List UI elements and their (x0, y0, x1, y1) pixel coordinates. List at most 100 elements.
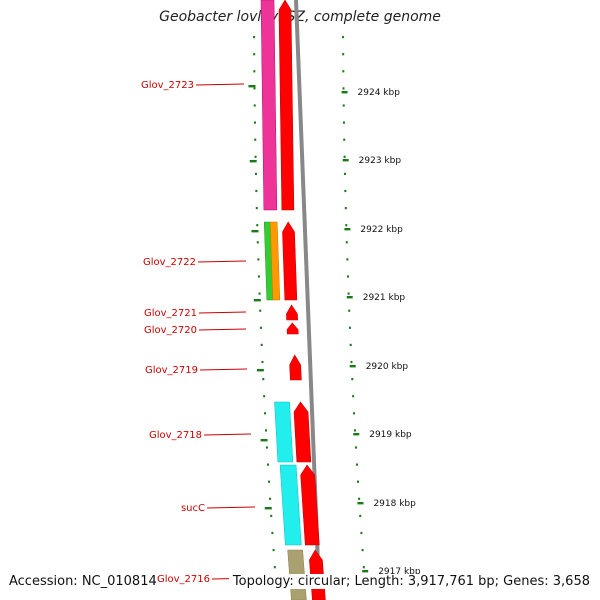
outer-minor-tick (349, 343, 352, 346)
gene-leader-line (198, 311, 247, 314)
gene-label: Glov_2721 (144, 308, 197, 319)
feature-glov-2723-magenta (260, 0, 278, 211)
gene-label: Glov_2716 (157, 574, 210, 585)
inner-minor-tick (259, 309, 262, 312)
inner-minor-tick (257, 258, 260, 261)
kbp-label: 2920 kbp (366, 362, 409, 372)
outer-minor-tick (343, 155, 346, 158)
kbp-major-tick (353, 433, 360, 436)
topology-text: Topology: circular; Length: 3,917,761 bp… (228, 574, 590, 589)
cds-arrow-glov-2718 (293, 401, 312, 463)
kbp-label: 2919 kbp (369, 430, 412, 440)
outer-minor-tick (342, 53, 345, 56)
outer-minor-tick (342, 70, 345, 73)
gene-label: Glov_2720 (144, 325, 197, 336)
inner-minor-tick (257, 275, 260, 278)
kbp-label: 2917 kbp (378, 567, 421, 577)
inner-minor-tick (253, 36, 256, 39)
inner-minor-tick (270, 514, 273, 517)
gene-label: Glov_2719 (145, 365, 198, 376)
gene-leader-line (195, 83, 245, 86)
inner-minor-tick (262, 378, 265, 381)
outer-minor-tick (343, 172, 346, 175)
kbp-label: 2918 kbp (373, 499, 416, 509)
gene-label: Glov_2718 (149, 430, 202, 441)
outer-minor-tick (348, 309, 351, 312)
inner-minor-tick (253, 104, 256, 107)
kbp-label: 2923 kbp (359, 156, 402, 166)
inner-major-tick (248, 85, 256, 88)
outer-minor-tick (358, 497, 361, 500)
inner-minor-tick (253, 121, 256, 124)
kbp-label: 2924 kbp (358, 88, 401, 98)
inner-minor-tick (268, 480, 271, 483)
accession-text: Accession: NC_010814 (9, 574, 157, 589)
outer-minor-tick (342, 104, 345, 107)
kbp-label: 2922 kbp (360, 225, 403, 235)
inner-minor-tick (254, 155, 257, 158)
outer-minor-tick (350, 360, 353, 364)
inner-major-tick (264, 507, 272, 510)
gene-leader-line (206, 506, 256, 509)
inner-minor-tick (255, 207, 258, 210)
feature-glov-2722-orange (269, 221, 281, 301)
inner-minor-tick (271, 531, 274, 535)
outer-minor-tick (344, 207, 347, 210)
inner-minor-tick (259, 326, 262, 329)
kbp-major-tick (346, 296, 353, 299)
outer-minor-tick (353, 412, 356, 415)
major-ticks (248, 85, 369, 580)
inner-minor-tick (258, 292, 261, 295)
outer-minor-tick (345, 241, 348, 244)
gene-leader-line (203, 433, 252, 436)
feature-tracks (260, 0, 326, 600)
outer-minor-tick (353, 429, 356, 432)
inner-major-tick (260, 439, 268, 442)
gene-leader-line (198, 328, 247, 331)
cds-arrow-glov-2720 (286, 322, 299, 335)
inner-minor-tick (256, 241, 259, 244)
inner-major-tick (253, 299, 261, 302)
cds-arrow-glov-2723 (278, 0, 295, 211)
inner-minor-tick (264, 412, 267, 415)
outer-minor-tick (342, 121, 345, 124)
feature-succ-cyan (279, 464, 302, 546)
outer-minor-tick (347, 292, 350, 295)
gene-label: Glov_2722 (143, 257, 196, 268)
inner-minor-tick (255, 189, 258, 193)
outer-minor-tick (357, 480, 360, 483)
outer-minor-tick (348, 326, 351, 329)
inner-major-tick (251, 230, 259, 233)
outer-minor-tick (362, 566, 365, 569)
outer-minor-tick (345, 224, 348, 227)
outer-minor-tick (346, 275, 349, 278)
cds-arrow-succ (300, 464, 320, 546)
inner-minor-tick (260, 343, 263, 346)
outer-minor-tick (360, 531, 363, 535)
kbp-major-tick (341, 91, 348, 94)
inner-minor-tick (273, 566, 276, 569)
kbp-label: 2921 kbp (363, 293, 406, 303)
minor-ticks (253, 36, 367, 586)
outer-minor-tick (359, 514, 362, 517)
kbp-labels: 2924 kbp 2923 kbp 2922 kbp 2921 kbp 2920 kbp… (358, 88, 421, 577)
outer-minor-tick (361, 549, 364, 552)
outer-minor-tick (344, 189, 347, 193)
inner-minor-tick (254, 138, 257, 141)
outer-minor-tick (343, 138, 346, 141)
inner-minor-tick (256, 224, 259, 227)
cds-arrow-glov-2722 (282, 221, 298, 301)
outer-minor-tick (355, 463, 358, 466)
gene-label: sucC (181, 503, 205, 514)
inner-minor-tick (269, 497, 272, 500)
inner-minor-tick (263, 395, 266, 398)
kbp-major-tick (342, 159, 349, 162)
inner-minor-tick (253, 70, 256, 73)
gene-labels: Glov_2723 Glov_2722 Glov_2721 Glov_2720 Glov… (141, 80, 260, 585)
inner-minor-tick (265, 446, 268, 449)
kbp-major-tick (349, 365, 356, 368)
kbp-major-tick (357, 502, 364, 505)
cds-arrow-glov-2719 (289, 354, 302, 381)
gene-label: Glov_2723 (141, 80, 194, 91)
